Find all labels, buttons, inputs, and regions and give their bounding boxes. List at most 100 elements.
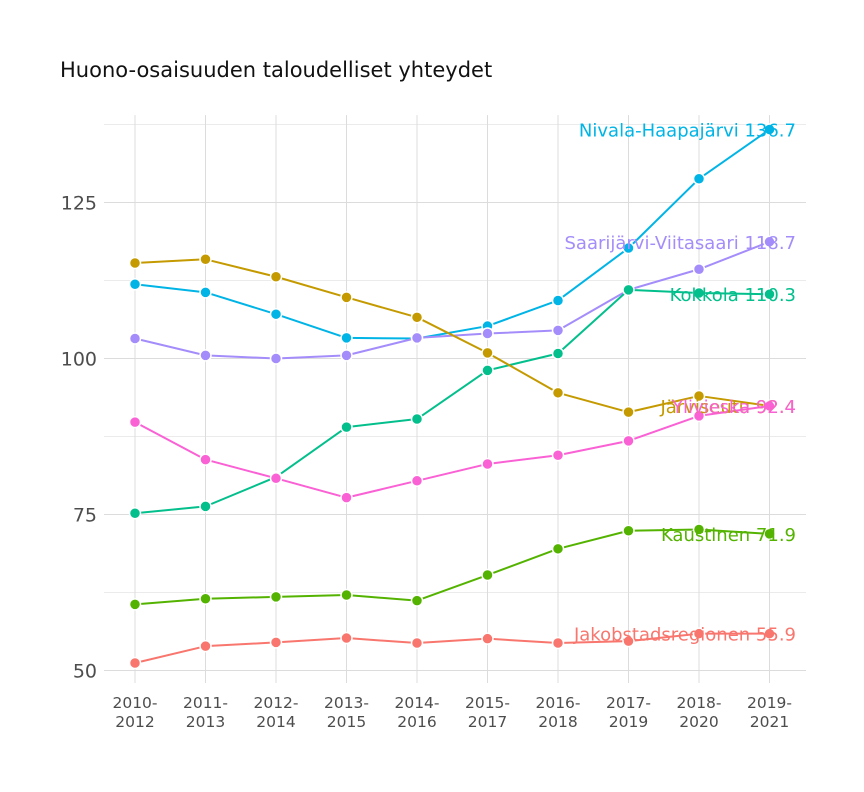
data-point xyxy=(692,409,706,423)
data-point xyxy=(551,294,565,307)
data-point xyxy=(622,405,635,419)
data-point xyxy=(763,235,776,249)
data-point xyxy=(199,253,212,266)
x-tick-label: 2015-2017 xyxy=(465,694,510,731)
x-tick-label: 2014-2016 xyxy=(394,694,439,731)
data-point xyxy=(269,590,283,604)
data-point xyxy=(763,527,776,541)
data-point xyxy=(692,523,706,536)
series-line xyxy=(134,128,771,340)
data-point xyxy=(410,412,424,426)
data-point xyxy=(481,457,494,471)
data-point xyxy=(128,656,142,670)
y-tick-label: 100 xyxy=(61,349,97,371)
series-line xyxy=(134,288,770,515)
data-point xyxy=(622,634,635,648)
data-point xyxy=(763,627,776,640)
x-tick-label: 2012-2014 xyxy=(253,694,298,731)
data-point xyxy=(269,636,283,649)
data-point xyxy=(128,507,142,520)
series-line xyxy=(134,528,770,606)
end-labels: Nivala-Haapajärvi 136.7 Saarijärvi-Viitas… xyxy=(564,120,796,645)
data-point xyxy=(551,324,565,337)
x-tick-label: 2013-2015 xyxy=(324,694,369,731)
data-point xyxy=(128,415,142,429)
data-point xyxy=(763,287,776,301)
data-point xyxy=(551,636,565,650)
data-point xyxy=(622,434,635,448)
x-tick-label: 2010-2012 xyxy=(112,694,157,731)
data-point xyxy=(692,286,706,300)
x-tick-label: 2018-2020 xyxy=(676,694,721,731)
data-point xyxy=(340,331,353,345)
data-point xyxy=(481,346,494,360)
data-point xyxy=(128,332,142,345)
data-point xyxy=(763,123,776,136)
data-point xyxy=(199,349,212,362)
chart-title: Huono-osaisuuden taloudelliset yhteydet xyxy=(60,58,492,82)
data-point xyxy=(551,448,565,462)
data-point xyxy=(340,291,353,304)
series-end-label: Kokkola 110.3 xyxy=(670,285,796,306)
data-point xyxy=(481,632,494,645)
data-point xyxy=(199,286,212,299)
data-point xyxy=(199,639,212,653)
x-tick-label: 2011-2013 xyxy=(183,694,228,731)
data-point xyxy=(551,386,565,400)
y-tick-label: 125 xyxy=(61,193,97,215)
data-point xyxy=(481,568,494,582)
data-point xyxy=(340,631,353,645)
series-line xyxy=(134,404,770,499)
major-gridlines xyxy=(104,115,806,683)
series-line xyxy=(134,258,770,414)
data-point xyxy=(622,283,635,297)
data-point xyxy=(692,263,706,276)
data-point xyxy=(481,364,494,377)
y-tick-label: 50 xyxy=(73,661,97,683)
data-point xyxy=(199,592,212,605)
minor-gridlines xyxy=(104,124,806,593)
series-line xyxy=(134,632,770,664)
data-point xyxy=(692,172,706,186)
data-point xyxy=(481,327,494,340)
data-point xyxy=(692,627,706,640)
data-point xyxy=(410,331,424,345)
data-point xyxy=(269,270,283,284)
x-tick-label: 2016-2018 xyxy=(535,694,580,731)
data-point xyxy=(763,399,776,413)
data-point xyxy=(551,347,565,360)
series-end-label: Järviseutu 92.4 xyxy=(659,397,796,418)
data-point xyxy=(622,524,635,537)
y-axis-ticks: 50 75 100 125 xyxy=(61,193,97,683)
series-end-label: Ylivieska 92.4 xyxy=(671,397,796,418)
data-point xyxy=(410,636,424,650)
x-tick-label: 2017-2019 xyxy=(606,694,651,731)
data-point xyxy=(340,588,353,602)
series-end-label: Kaustinen 71.9 xyxy=(661,525,796,546)
data-point xyxy=(199,500,212,513)
data-point xyxy=(269,307,283,321)
y-tick-label: 75 xyxy=(73,505,97,527)
series-layer xyxy=(128,123,776,670)
data-point xyxy=(128,256,142,270)
series-end-label: Jakobstadsregionen 55.9 xyxy=(573,625,796,646)
data-point xyxy=(340,420,353,434)
data-point xyxy=(199,453,212,466)
data-point xyxy=(692,389,706,403)
data-point xyxy=(340,491,353,504)
x-tick-label: 2019-2021 xyxy=(747,694,792,731)
data-point xyxy=(410,311,424,324)
x-axis-ticks: 2010-2012 2011-2013 2012-2014 2013-2015 2014… xyxy=(112,694,792,731)
data-point xyxy=(340,349,353,362)
data-point xyxy=(622,241,635,255)
series-end-label: Nivala-Haapajärvi 136.7 xyxy=(579,120,796,141)
data-point xyxy=(410,474,424,488)
data-point xyxy=(128,598,142,611)
series-end-label: Saarijärvi-Viitasaari 118.7 xyxy=(564,233,796,254)
data-point xyxy=(128,277,142,291)
data-point xyxy=(269,352,283,365)
data-point xyxy=(551,542,565,556)
data-point xyxy=(410,594,424,607)
data-point xyxy=(269,472,283,485)
